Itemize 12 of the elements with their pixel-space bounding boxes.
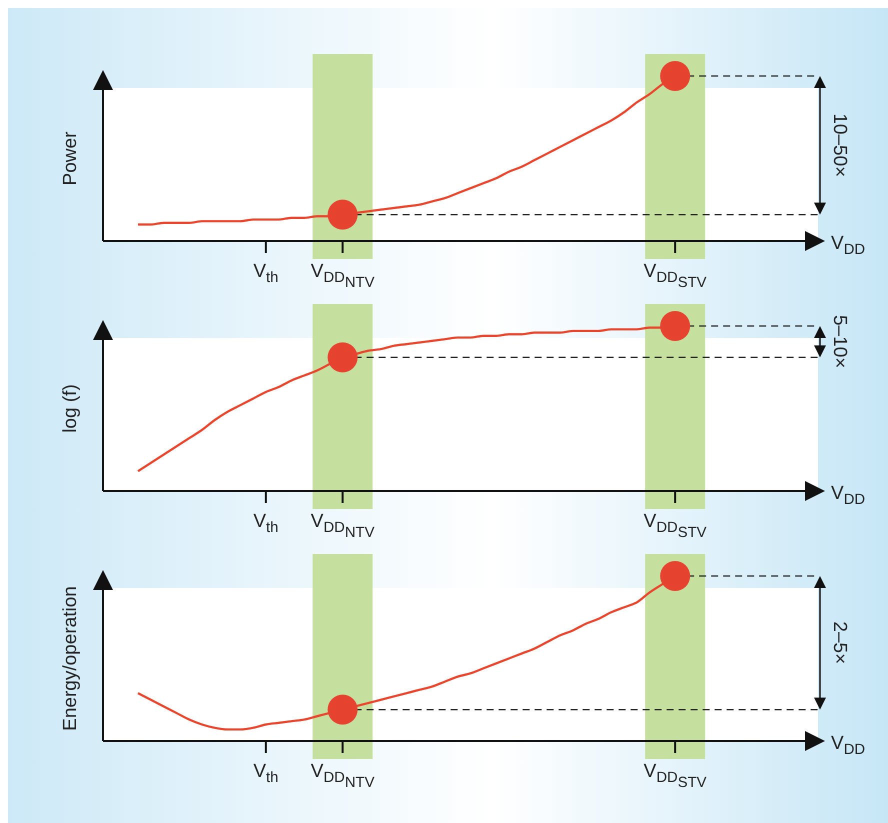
y-axis-title: Energy/operation [60,586,81,731]
x-tick-label: V$_{th}$ [253,511,278,536]
y-axis-title: Power [60,130,81,186]
x-axis-title: V$_{DD}$ [831,233,866,258]
x-axis-title: V$_{DD}$ [831,733,866,758]
text: 5–10× [829,314,850,368]
y-axis-title: log (f) [60,384,81,433]
x-tick-label: V$_{th}$ [253,761,278,786]
text: 10–50× [829,113,850,178]
text: 2–5× [829,621,850,664]
x-tick-label: V$_{th}$ [253,261,278,286]
x-axis-title: V$_{DD}$ [831,483,866,508]
